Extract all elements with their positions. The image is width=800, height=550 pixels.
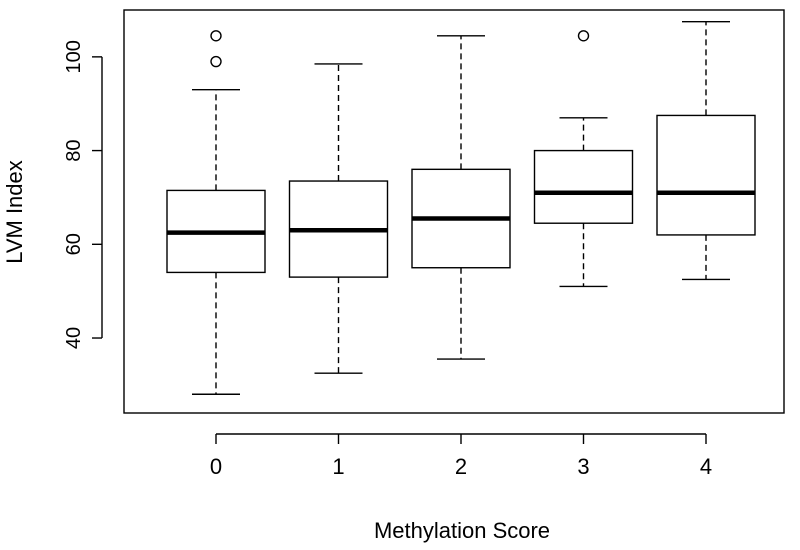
boxes-layer [166, 21, 756, 395]
box-group [288, 63, 389, 374]
box-group [411, 35, 511, 360]
x-tick-label: 4 [700, 454, 712, 479]
y-tick-label: 60 [63, 233, 85, 255]
x-axis-label: Methylation Score [374, 518, 550, 543]
box-group [533, 30, 634, 288]
outlier-point [210, 30, 222, 42]
x-tick-label: 2 [455, 454, 467, 479]
x-tick-label: 3 [577, 454, 589, 479]
y-tick-label: 40 [63, 327, 85, 349]
box-group [656, 21, 756, 281]
iqr-box [656, 114, 756, 236]
y-axis-label: LVM Index [2, 160, 27, 264]
x-axis: 0 1 2 3 4 [210, 433, 712, 479]
x-tick-label: 1 [332, 454, 344, 479]
outlier-point [210, 55, 222, 68]
y-tick-label: 100 [63, 40, 85, 73]
box-group [166, 30, 266, 395]
iqr-box [533, 149, 634, 224]
plot-frame [123, 9, 785, 414]
y-axis: 40 60 80 100 [63, 40, 103, 349]
y-tick-label: 80 [63, 139, 85, 161]
outlier-point [577, 30, 590, 42]
x-tick-label: 0 [210, 454, 222, 479]
